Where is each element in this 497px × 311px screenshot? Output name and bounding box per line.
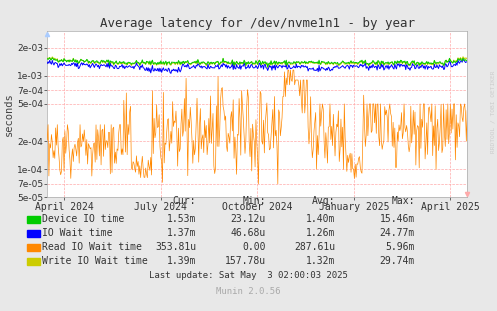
Text: Avg:: Avg: bbox=[312, 196, 335, 206]
Text: 5.96m: 5.96m bbox=[386, 242, 415, 252]
Text: 353.81u: 353.81u bbox=[155, 242, 196, 252]
Text: 1.53m: 1.53m bbox=[167, 214, 196, 224]
Text: 46.68u: 46.68u bbox=[231, 228, 266, 238]
Text: 1.37m: 1.37m bbox=[167, 228, 196, 238]
Text: 29.74m: 29.74m bbox=[380, 256, 415, 266]
Text: 24.77m: 24.77m bbox=[380, 228, 415, 238]
Text: Device IO time: Device IO time bbox=[42, 214, 124, 224]
Text: RRDTOOL / TOBI OETIKER: RRDTOOL / TOBI OETIKER bbox=[491, 71, 496, 153]
Text: Last update: Sat May  3 02:00:03 2025: Last update: Sat May 3 02:00:03 2025 bbox=[149, 271, 348, 280]
Text: Max:: Max: bbox=[392, 196, 415, 206]
Text: IO Wait time: IO Wait time bbox=[42, 228, 113, 238]
Text: 157.78u: 157.78u bbox=[225, 256, 266, 266]
Title: Average latency for /dev/nvme1n1 - by year: Average latency for /dev/nvme1n1 - by ye… bbox=[100, 17, 414, 30]
Y-axis label: seconds: seconds bbox=[4, 92, 14, 136]
Text: Cur:: Cur: bbox=[173, 196, 196, 206]
Text: 0.00: 0.00 bbox=[243, 242, 266, 252]
Text: 1.32m: 1.32m bbox=[306, 256, 335, 266]
Text: 1.39m: 1.39m bbox=[167, 256, 196, 266]
Text: 15.46m: 15.46m bbox=[380, 214, 415, 224]
Text: Write IO Wait time: Write IO Wait time bbox=[42, 256, 148, 266]
Text: 1.26m: 1.26m bbox=[306, 228, 335, 238]
Text: 287.61u: 287.61u bbox=[294, 242, 335, 252]
Text: 23.12u: 23.12u bbox=[231, 214, 266, 224]
Text: Read IO Wait time: Read IO Wait time bbox=[42, 242, 142, 252]
Text: Min:: Min: bbox=[243, 196, 266, 206]
Text: Munin 2.0.56: Munin 2.0.56 bbox=[216, 287, 281, 296]
Text: 1.40m: 1.40m bbox=[306, 214, 335, 224]
